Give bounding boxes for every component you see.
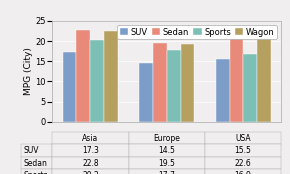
Bar	[230, 31, 243, 122]
Bar	[153, 43, 167, 122]
Bar	[257, 32, 271, 122]
Y-axis label: MPG (City): MPG (City)	[24, 47, 33, 95]
Bar	[76, 30, 90, 122]
Bar	[181, 44, 194, 122]
Bar	[90, 40, 104, 122]
Bar	[139, 63, 153, 122]
Legend: SUV, Sedan, Sports, Wagon: SUV, Sedan, Sports, Wagon	[117, 25, 277, 39]
Bar	[167, 50, 181, 122]
Bar	[216, 59, 230, 122]
Bar	[63, 52, 76, 122]
Bar	[243, 54, 257, 122]
Bar	[104, 31, 118, 122]
